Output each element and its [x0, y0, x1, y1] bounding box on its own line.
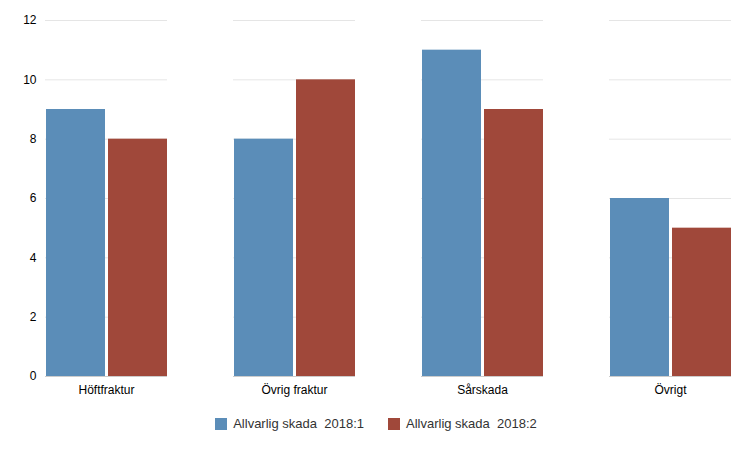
html-text:Allvarlig skada 2018:2: Allvarlig skada 2018:2	[406, 416, 537, 431]
svg-text:0: 0	[30, 369, 37, 383]
svg-text:12: 12	[23, 13, 37, 27]
html-text:Allvarlig skada 2018:1: Allvarlig skada 2018:1	[233, 416, 364, 431]
svg-text:Sårskada: Sårskada	[457, 383, 508, 397]
svg-text:10: 10	[23, 73, 37, 87]
svg-text:Höftfraktur: Höftfraktur	[78, 383, 134, 397]
svg-text:6: 6	[30, 191, 37, 205]
svg-text:2: 2	[30, 310, 37, 324]
svg-text:8: 8	[30, 132, 37, 146]
svg-text:4: 4	[30, 251, 37, 265]
svg-text:Övrigt: Övrigt	[654, 383, 687, 397]
svg-text:Övrig fraktur: Övrig fraktur	[261, 383, 327, 397]
